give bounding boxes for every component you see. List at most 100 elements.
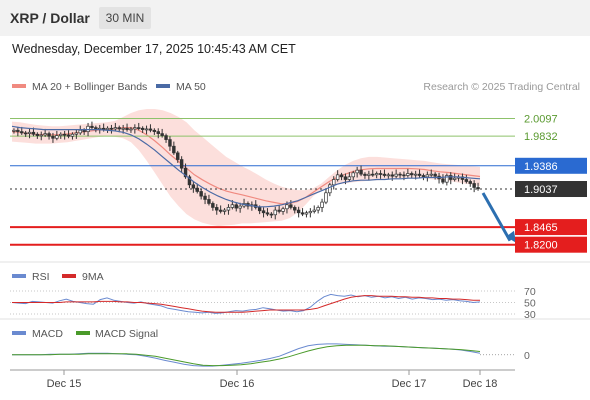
macd-legend-swatch	[12, 331, 26, 335]
x-tick-label: Dec 17	[392, 378, 427, 390]
candle-body	[261, 210, 266, 214]
candle-body	[113, 127, 118, 130]
level-label-box-3	[515, 181, 587, 198]
rsi-legend-swatch	[12, 274, 26, 278]
candle-body	[281, 208, 285, 212]
candle-body	[269, 213, 274, 216]
x-tick-label: Dec 15	[47, 378, 82, 390]
candle-body	[222, 209, 227, 212]
macd-tick-label: 0	[524, 350, 530, 362]
projection-arrow-shaft	[481, 192, 512, 242]
candle-body	[133, 127, 137, 130]
candle-body	[402, 174, 406, 177]
candle-body	[433, 173, 437, 177]
level-label-support-4: 1.8465	[524, 222, 558, 234]
candle-body	[137, 127, 141, 129]
candle-body	[285, 204, 289, 210]
candle-body	[328, 184, 332, 194]
candle-body	[257, 207, 262, 212]
candle-body	[109, 127, 114, 130]
candle-body	[74, 132, 79, 135]
macd-panel: 0	[12, 343, 530, 367]
candle-body	[296, 209, 301, 214]
instrument-title: XRP / Dollar	[10, 10, 90, 26]
candle-body	[35, 133, 40, 136]
candle-body	[343, 176, 348, 180]
candle-body	[16, 129, 20, 132]
candle-body	[417, 173, 422, 176]
ma20-line	[11, 127, 481, 205]
projection-arrow-head	[506, 230, 516, 243]
candle-body	[445, 175, 449, 183]
candle-body	[176, 152, 180, 160]
candle-body	[168, 139, 172, 147]
candle-body	[425, 174, 430, 178]
candle-body	[160, 133, 164, 136]
candle-body	[125, 127, 129, 130]
x-tick-label: Dec 16	[220, 378, 255, 390]
candle-body	[390, 174, 394, 177]
datetime-line: Wednesday, December 17, 2025 10:45:43 AM…	[12, 42, 296, 56]
rsi-line	[11, 293, 481, 314]
candle-body	[421, 175, 426, 178]
level-label-box-2	[515, 157, 587, 174]
level-label-resistance-1: 1.9832	[524, 131, 558, 143]
candle-body	[164, 135, 168, 140]
candle-body	[363, 173, 367, 176]
candle-body	[335, 174, 340, 180]
candle-body	[277, 209, 281, 212]
candle-body	[144, 128, 149, 131]
candle-body	[94, 127, 98, 130]
candle-body	[265, 212, 270, 215]
candle-body	[464, 179, 469, 182]
candle-body	[148, 128, 153, 131]
candle-body	[394, 173, 398, 177]
candle-body	[374, 173, 379, 176]
candle-body	[226, 207, 231, 211]
level-label-box-5	[515, 236, 587, 253]
candle-body	[449, 175, 453, 180]
candle-body	[211, 203, 215, 208]
timeframe-label: 30 MIN	[106, 11, 145, 25]
candle-body	[78, 129, 82, 134]
macd-signal-line	[12, 344, 481, 367]
candle-body	[308, 211, 313, 214]
candle-body	[31, 131, 36, 135]
candle-body	[20, 131, 24, 134]
macd-signal-legend-label: MACD Signal	[95, 328, 158, 340]
candle-body	[203, 195, 207, 200]
candle-body	[320, 201, 324, 208]
candle-body	[152, 129, 157, 132]
candle-body	[230, 204, 235, 208]
candle-body	[468, 181, 472, 184]
candle-body	[179, 159, 184, 169]
x-tick-label: Dec 18	[463, 378, 498, 390]
candle-body	[441, 178, 445, 183]
timeframe-badge[interactable]	[99, 7, 151, 29]
bollinger-band	[12, 109, 480, 227]
candle-body	[207, 199, 211, 204]
rsi-ma-legend-label: 9MA	[82, 271, 104, 283]
credit-text: Research © 2025 Trading Central	[423, 81, 580, 93]
candle-body	[86, 125, 90, 132]
level-label-box-4	[515, 219, 587, 236]
candle-body	[347, 176, 352, 180]
rsi-ma-legend-swatch	[62, 274, 76, 278]
candle-body	[382, 173, 387, 176]
x-axis: Dec 15 Dec 16 Dec 17 Dec 18	[47, 370, 498, 390]
ma20-legend-label: MA 20 + Bollinger Bands	[32, 81, 147, 93]
candle-body	[187, 176, 192, 186]
candle-body	[39, 134, 43, 137]
candle-body	[359, 169, 363, 175]
candle-body	[289, 204, 293, 208]
candle-body	[140, 127, 145, 130]
candle-body	[410, 173, 414, 176]
candle-body	[117, 127, 121, 130]
candle-body	[90, 125, 94, 128]
candle-body	[300, 212, 305, 215]
level-label-current-3: 1.9037	[524, 184, 558, 196]
candle-body	[129, 128, 133, 131]
level-label-pivot-2: 1.9386	[524, 161, 558, 173]
ma50-legend-label: MA 50	[176, 81, 206, 93]
